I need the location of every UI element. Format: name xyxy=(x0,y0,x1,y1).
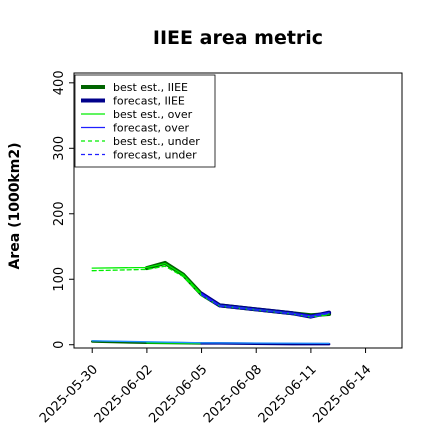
series-line-9 xyxy=(91,340,330,345)
y-tick-label: 400 xyxy=(52,70,67,95)
y-tick-label: 300 xyxy=(52,136,67,161)
y-tick-label: 100 xyxy=(52,267,67,292)
legend-label: forecast, under xyxy=(113,149,197,162)
x-axis-ticks: 2025-05-302025-06-022025-06-052025-06-08… xyxy=(37,348,374,426)
plot-area xyxy=(73,72,403,349)
y-axis-ticks: 0 100 200 300 400 xyxy=(52,70,74,349)
x-tick-label: 2025-06-14 xyxy=(310,362,374,426)
series-lines xyxy=(90,260,332,346)
series-line-3 xyxy=(200,293,330,317)
legend-label: best est., under xyxy=(113,135,200,148)
y-tick-label: 0 xyxy=(52,341,67,349)
y-tick-label: 200 xyxy=(52,201,67,226)
legend-label: best est., over xyxy=(113,108,193,121)
legend-label: forecast, IIEE xyxy=(113,95,185,108)
series-line-5 xyxy=(200,294,330,318)
series-line-2 xyxy=(91,262,330,318)
legend-box xyxy=(74,74,216,168)
legend-label: forecast, over xyxy=(113,122,189,135)
series-line-4 xyxy=(91,265,330,318)
legend-label: best est., IIEE xyxy=(113,81,188,94)
y-axis-label: Area (1000km2) xyxy=(7,143,23,270)
chart-title: IIEE area metric xyxy=(153,27,323,49)
